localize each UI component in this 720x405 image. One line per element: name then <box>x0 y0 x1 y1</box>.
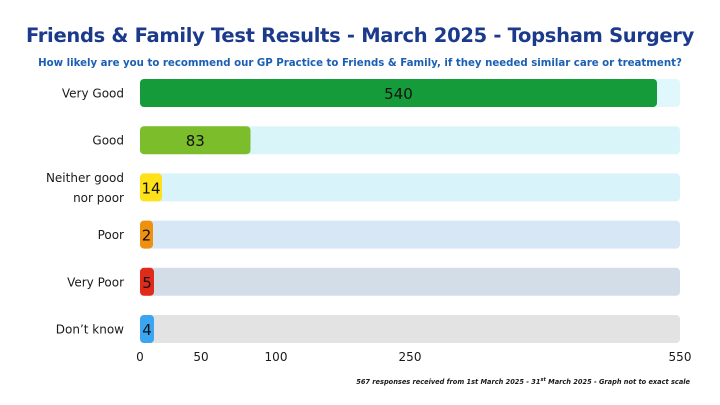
bar-track <box>140 220 680 249</box>
bar <box>140 173 162 202</box>
category-label: nor poor <box>73 191 124 205</box>
x-tick-label: 550 <box>669 350 692 364</box>
bar <box>140 315 154 343</box>
data-label: 5 <box>142 274 152 292</box>
data-label: 4 <box>142 321 152 339</box>
data-label: 14 <box>141 179 160 197</box>
bar <box>140 267 154 296</box>
category-label: Neither good <box>46 171 124 185</box>
bar <box>140 126 251 155</box>
chart-title: Friends & Family Test Results - March 20… <box>25 24 695 47</box>
category-label: Very Good <box>62 87 124 101</box>
bar-track <box>140 173 680 202</box>
data-label: 83 <box>186 132 205 150</box>
footnote: 567 responses received from 1st March 20… <box>356 377 690 386</box>
bar <box>140 220 153 249</box>
footnote-text-end: March 2025 - Graph not to exact scale <box>545 378 690 387</box>
footnote-superscript: st <box>540 377 546 383</box>
bar-track <box>140 315 680 343</box>
data-label: 540 <box>384 85 413 103</box>
bar-track <box>140 126 680 155</box>
category-label: Very Poor <box>67 275 124 289</box>
category-label: Good <box>92 134 124 148</box>
x-tick-label: 250 <box>399 350 422 364</box>
bar <box>140 79 657 107</box>
footnote-text-start: 567 responses received from 1st March 20… <box>356 378 541 387</box>
category-label: Poor <box>98 228 124 242</box>
x-tick-label: 0 <box>136 350 144 364</box>
data-label: 2 <box>142 227 152 245</box>
x-tick-label: 100 <box>265 350 288 364</box>
x-tick-label: 50 <box>193 350 208 364</box>
chart-subtitle: How likely are you to recommend our GP P… <box>38 58 682 69</box>
bar-track <box>140 267 680 296</box>
category-label: Don’t know <box>56 323 124 337</box>
